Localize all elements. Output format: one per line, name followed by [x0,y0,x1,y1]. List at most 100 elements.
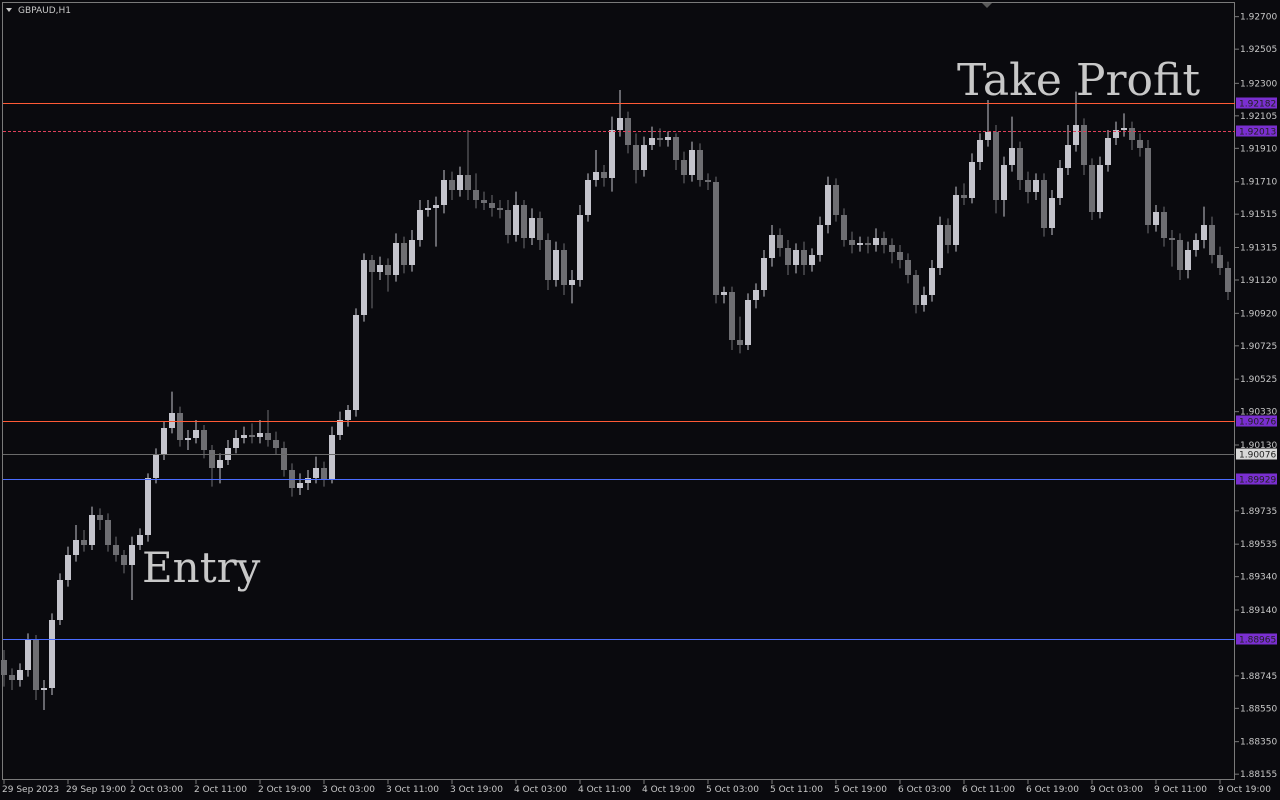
candle-body [265,433,271,440]
candle-body [353,315,359,410]
annotation: Take Profit [957,55,1200,106]
candle-body [561,250,567,285]
x-tick-label: 6 Oct 11:00 [962,785,1015,795]
x-tick-label: 2 Oct 11:00 [194,785,247,795]
price-tag [1236,473,1277,485]
x-tick-label: 4 Oct 03:00 [514,785,567,795]
price-tag [1236,633,1277,645]
candle-body [297,483,303,488]
candle-body [449,180,455,190]
candle-body [1057,168,1063,198]
candle-body [481,200,487,203]
x-tick-label: 3 Oct 03:00 [322,785,375,795]
candle-body [345,410,351,420]
candle-body [785,248,791,265]
candle-body [713,182,719,295]
candle-body [17,670,23,680]
candle-body [273,440,279,448]
candle-body [609,130,615,178]
candle-body [409,240,415,265]
y-tick-label: 1.89340 [1240,573,1277,583]
candle-body [753,290,759,300]
candle-body [97,515,103,520]
x-tick-label: 2 Oct 03:00 [130,785,183,795]
menu-arrow[interactable] [6,8,12,12]
candle-body [1097,165,1103,212]
candle-body [937,225,943,268]
chart-title: GBPAUD,H1 [18,6,71,16]
candle-body [241,435,247,438]
candle-body [729,292,735,340]
candle-body [1001,165,1007,200]
candle-body [817,225,823,255]
y-tick-label: 1.90330 [1240,408,1277,418]
price-tag-label: 1.92182 [1239,100,1276,110]
x-tick-label: 4 Oct 11:00 [578,785,631,795]
price-tag-label: 1.90076 [1239,451,1276,461]
y-tick-label: 1.92300 [1240,79,1277,89]
candle-body [105,520,111,545]
y-tick-label: 1.91515 [1240,210,1277,220]
candle-body [761,258,767,290]
candle-body [169,413,175,428]
candle-body [425,208,431,210]
candle-body [865,243,871,245]
y-tick-label: 1.88550 [1240,704,1277,714]
candle-body [313,468,319,478]
candle-body [857,243,863,245]
candle-body [617,118,623,130]
candle-body [1177,240,1183,270]
plot-frame [2,2,1235,780]
candle-body [1209,225,1215,255]
candle-body [217,460,223,468]
candle-body [361,260,367,315]
price-tag [1236,415,1277,427]
x-tick-label: 3 Oct 11:00 [386,785,439,795]
y-tick-label: 1.90920 [1240,309,1277,319]
candle-body [89,515,95,545]
x-tick-label: 9 Oct 03:00 [1090,785,1143,795]
candle-body [585,180,591,215]
candle-body [689,150,695,175]
candle-body [833,185,839,215]
x-tick-label: 29 Sep 2023 [2,785,59,795]
candle-body [417,210,423,240]
candle-body [385,265,391,275]
candle-body [929,268,935,295]
y-tick-label: 1.89735 [1240,507,1277,517]
candle-body [497,208,503,210]
y-tick-label: 1.91315 [1240,244,1277,254]
y-tick-label: 1.91120 [1240,276,1277,286]
candle-body [209,450,215,468]
y-tick-label: 1.90525 [1240,375,1277,385]
candle-body [777,235,783,248]
candle-body [329,435,335,480]
candle-body [657,138,663,140]
y-tick-label: 1.88745 [1240,672,1277,682]
price-tag-label: 1.88965 [1239,636,1276,646]
candle-body [145,478,151,535]
candle-body [697,150,703,180]
candle-body [1009,148,1015,165]
candle-body [513,205,519,235]
candle-body [849,240,855,245]
candle-body [1113,130,1119,138]
price-tag [1236,448,1277,460]
candle-body [57,580,63,620]
y-tick-label: 1.90725 [1240,342,1277,352]
candle-body [65,555,71,580]
candle-body [505,210,511,235]
candle-body [1041,180,1047,228]
candle-body [529,218,535,238]
candle-body [633,145,639,170]
candle-body [793,250,799,265]
candle-body [721,292,727,295]
candle-body [881,238,887,245]
y-tick-label: 1.91710 [1240,178,1277,188]
y-tick-label: 1.92700 [1240,13,1277,23]
candle-body [601,172,607,178]
candle-body [993,132,999,200]
x-tick-label: 6 Oct 19:00 [1026,785,1079,795]
candle-body [33,640,39,690]
candle-body [81,540,87,545]
